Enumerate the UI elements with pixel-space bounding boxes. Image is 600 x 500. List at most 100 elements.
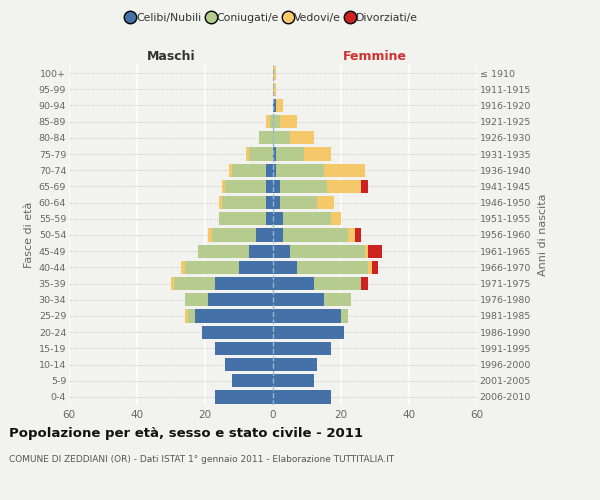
Bar: [273, 115, 297, 128]
Bar: [215, 390, 273, 404]
Bar: [273, 148, 331, 160]
Bar: [185, 293, 273, 306]
Bar: [226, 358, 273, 371]
Bar: [218, 212, 273, 226]
Bar: [218, 212, 273, 226]
Bar: [273, 99, 277, 112]
Bar: [273, 244, 290, 258]
Bar: [273, 115, 297, 128]
Bar: [229, 164, 273, 177]
Bar: [269, 115, 273, 128]
Bar: [273, 342, 331, 355]
Bar: [266, 196, 273, 209]
Bar: [202, 326, 273, 339]
Bar: [273, 326, 344, 339]
Bar: [273, 358, 317, 371]
Bar: [198, 244, 273, 258]
Text: Popolazione per età, sesso e stato civile - 2011: Popolazione per età, sesso e stato civil…: [9, 428, 363, 440]
Bar: [266, 212, 273, 226]
Legend: Celibi/Nubili, Coniugati/e, Vedovi/e, Divorziati/e: Celibi/Nubili, Coniugati/e, Vedovi/e, Di…: [124, 8, 422, 27]
Bar: [273, 277, 361, 290]
Bar: [185, 260, 273, 274]
Bar: [273, 115, 280, 128]
Bar: [273, 390, 331, 404]
Bar: [222, 180, 273, 193]
Bar: [273, 99, 277, 112]
Bar: [273, 374, 314, 388]
Bar: [273, 164, 324, 177]
Bar: [273, 390, 331, 404]
Bar: [171, 277, 273, 290]
Bar: [215, 390, 273, 404]
Bar: [218, 212, 273, 226]
Bar: [259, 131, 273, 144]
Bar: [273, 326, 344, 339]
Bar: [232, 374, 273, 388]
Y-axis label: Fasce di età: Fasce di età: [25, 202, 34, 268]
Bar: [215, 342, 273, 355]
Bar: [215, 342, 273, 355]
Bar: [249, 244, 273, 258]
Bar: [273, 66, 277, 80]
Bar: [185, 310, 273, 322]
Bar: [226, 358, 273, 371]
Bar: [273, 277, 368, 290]
Bar: [215, 342, 273, 355]
Bar: [256, 228, 273, 241]
Bar: [273, 180, 328, 193]
Bar: [273, 212, 341, 226]
Bar: [273, 260, 297, 274]
Bar: [273, 196, 280, 209]
Bar: [232, 374, 273, 388]
Bar: [208, 228, 273, 241]
Bar: [195, 310, 273, 322]
Bar: [273, 82, 277, 96]
Bar: [273, 342, 331, 355]
Bar: [232, 164, 273, 177]
Bar: [266, 180, 273, 193]
Bar: [273, 310, 341, 322]
Bar: [273, 99, 283, 112]
Bar: [273, 310, 348, 322]
Bar: [273, 293, 351, 306]
Bar: [273, 148, 304, 160]
Bar: [226, 358, 273, 371]
Bar: [273, 310, 348, 322]
Bar: [226, 180, 273, 193]
Bar: [208, 228, 273, 241]
Bar: [202, 326, 273, 339]
Bar: [266, 115, 273, 128]
Bar: [198, 244, 273, 258]
Bar: [273, 390, 331, 404]
Bar: [273, 180, 280, 193]
Bar: [215, 277, 273, 290]
Bar: [273, 212, 331, 226]
Bar: [273, 196, 334, 209]
Bar: [273, 374, 314, 388]
Bar: [246, 148, 273, 160]
Bar: [198, 244, 273, 258]
Bar: [273, 66, 277, 80]
Bar: [185, 310, 273, 322]
Bar: [232, 374, 273, 388]
Bar: [273, 244, 365, 258]
Bar: [273, 82, 277, 96]
Bar: [215, 390, 273, 404]
Bar: [181, 260, 273, 274]
Text: Femmine: Femmine: [343, 50, 407, 62]
Bar: [273, 326, 344, 339]
Bar: [273, 164, 277, 177]
Bar: [239, 260, 273, 274]
Bar: [273, 293, 351, 306]
Bar: [202, 326, 273, 339]
Bar: [273, 228, 348, 241]
Bar: [202, 326, 273, 339]
Bar: [273, 310, 348, 322]
Bar: [273, 260, 371, 274]
Bar: [273, 260, 379, 274]
Bar: [222, 196, 273, 209]
Bar: [273, 277, 361, 290]
Bar: [273, 358, 317, 371]
Bar: [273, 342, 331, 355]
Bar: [208, 293, 273, 306]
